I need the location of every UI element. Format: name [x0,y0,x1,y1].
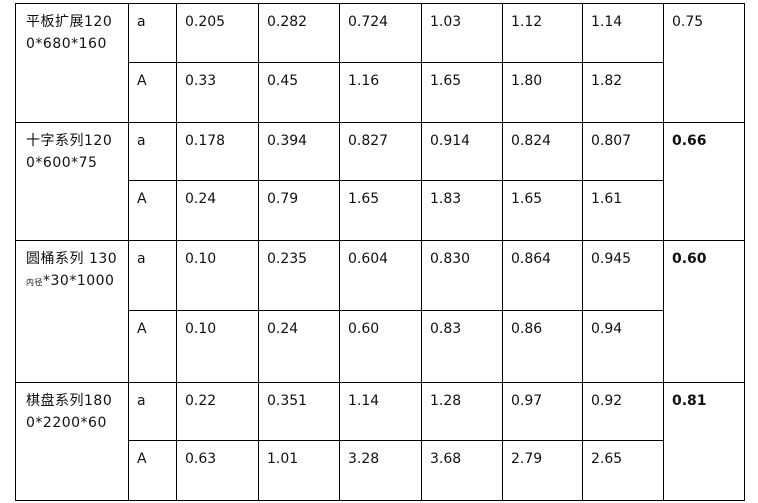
value-cell: 0.394 [258,122,340,181]
value-cell: 0.83 [421,310,503,383]
total-cell: 0.75 [663,3,745,123]
value-cell: 1.03 [421,3,503,63]
table-row: A 0.63 1.01 3.28 3.68 2.79 2.65 [16,440,745,501]
value-cell: 0.60 [339,310,422,383]
value-cell: 0.10 [176,310,259,383]
value-cell: 0.205 [176,3,259,63]
value-cell: 0.97 [502,382,583,441]
value-cell: 0.864 [502,240,583,311]
symbol-cell: a [128,382,177,441]
value-cell: 1.14 [582,3,664,63]
value-cell: 0.178 [176,122,259,181]
value-cell: 3.68 [421,440,503,501]
value-cell: 0.235 [258,240,340,311]
label-rest: *30*1000 [43,273,115,289]
value-cell: 0.94 [582,310,664,383]
value-cell: 1.14 [339,382,422,441]
value-cell: 0.604 [339,240,422,311]
value-cell: 0.351 [258,382,340,441]
symbol-cell: a [128,240,177,311]
group-label: 十字系列1200*600*75 [15,122,129,241]
value-cell: 0.45 [258,62,340,123]
symbol-cell: A [128,440,177,501]
value-cell: 3.28 [339,440,422,501]
value-cell: 0.830 [421,240,503,311]
group-label: 平板扩展1200*680*160 [15,3,129,123]
table-row: 棋盘系列1800*2200*60 a 0.22 0.351 1.14 1.28 0.97 0.… [15,382,745,501]
value-cell: 0.282 [258,3,340,63]
group-label: 圆桶系列 130 内径*30*1000 [15,240,129,383]
symbol-cell: a [128,122,177,181]
value-cell: 0.724 [339,3,422,63]
value-cell: 1.28 [421,382,503,441]
value-cell: 1.16 [339,62,422,123]
value-cell: 0.807 [582,122,664,181]
value-cell: 0.63 [176,440,259,501]
symbol-cell: A [128,310,177,383]
table-row: A 0.10 0.24 0.60 0.83 0.86 0.94 [16,310,745,383]
value-cell: 0.10 [176,240,259,311]
value-cell: 0.79 [258,180,340,241]
table-row: A 0.33 0.45 1.16 1.65 1.80 1.82 [16,62,745,123]
value-cell: 1.12 [502,3,583,63]
group-label: 棋盘系列1800*2200*60 [15,382,129,501]
label-text: 棋盘系列1800*2200*60 [26,393,113,431]
value-cell: 1.61 [582,180,664,241]
label-text: 十字系列1200*600*75 [26,133,113,171]
value-cell: 0.945 [582,240,664,311]
symbol-cell: a [128,3,177,63]
total-cell: 0.81 [663,382,745,501]
label-sub: 内径 [26,278,43,287]
value-cell: 1.01 [258,440,340,501]
label-text: 圆桶系列 130 [26,251,118,267]
symbol-cell: A [128,180,177,241]
total-cell: 0.60 [663,240,745,383]
table-row: A 0.24 0.79 1.65 1.83 1.65 1.61 [16,180,745,241]
value-cell: 1.65 [421,62,503,123]
value-cell: 2.65 [582,440,664,501]
value-cell: 0.24 [176,180,259,241]
value-cell: 0.24 [258,310,340,383]
value-cell: 0.33 [176,62,259,123]
value-cell: 1.65 [502,180,583,241]
value-cell: 0.827 [339,122,422,181]
table-row: 平板扩展1200*680*160 a 0.205 0.282 0.724 1.03 1.12… [15,3,745,123]
symbol-cell: A [128,62,177,123]
table-row: 圆桶系列 130内径*30*1000 a 0.10 0.235 0.604 0.830 0.… [15,240,745,383]
label-text: 平板扩展1200*680*160 [26,14,113,52]
value-cell: 1.80 [502,62,583,123]
total-cell: 0.66 [663,122,745,241]
value-cell: 2.79 [502,440,583,501]
value-cell: 0.824 [502,122,583,181]
value-cell: 0.86 [502,310,583,383]
value-cell: 1.83 [421,180,503,241]
value-cell: 0.914 [421,122,503,181]
value-cell: 0.92 [582,382,664,441]
value-cell: 1.65 [339,180,422,241]
data-table: 平板扩展1200*680*160 a 0.205 0.282 0.724 1.03 1.12… [15,3,745,501]
value-cell: 0.22 [176,382,259,441]
value-cell: 1.82 [582,62,664,123]
table-row: 十字系列1200*600*75 a 0.178 0.394 0.827 0.914 0.82… [15,122,745,241]
